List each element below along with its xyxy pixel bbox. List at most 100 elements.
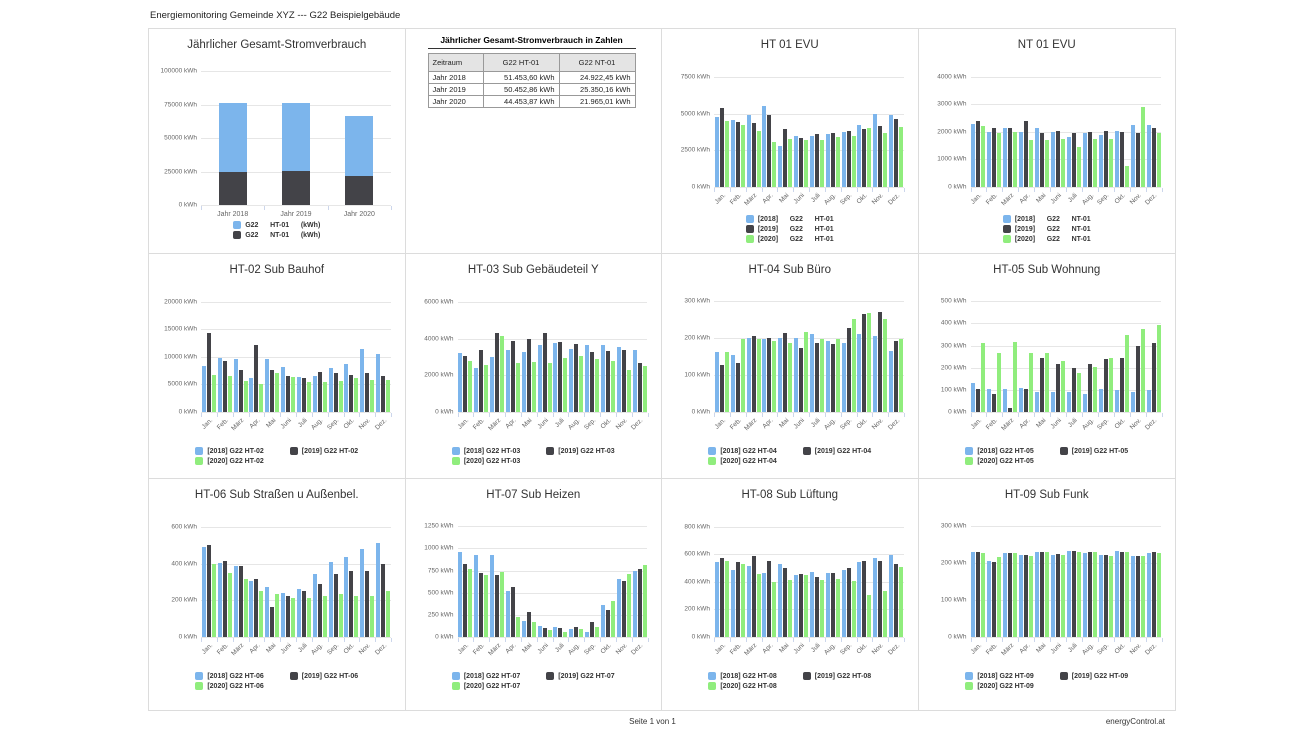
bar xyxy=(579,629,584,637)
axis-tick xyxy=(745,638,747,642)
bar xyxy=(1056,554,1061,637)
bar xyxy=(756,574,761,637)
bar xyxy=(542,627,547,637)
x-axis-label: Feb. xyxy=(728,417,743,432)
axis-tick xyxy=(536,638,538,642)
legend-swatch xyxy=(451,672,460,680)
y-axis-label: 0 kWh xyxy=(178,408,197,416)
legend-label: [2019] G22 HT-04 xyxy=(814,447,872,455)
gridline xyxy=(714,609,904,611)
bar xyxy=(365,372,370,412)
bar xyxy=(883,319,888,412)
gridline xyxy=(201,412,391,413)
bar xyxy=(819,140,824,187)
bar xyxy=(762,106,767,187)
bar xyxy=(1130,392,1135,412)
bar xyxy=(281,367,286,412)
x-axis-label: Mai xyxy=(264,642,278,655)
bar xyxy=(772,341,777,412)
bar xyxy=(1061,360,1066,412)
legend-item: [2020] G22 HT-02 xyxy=(195,457,264,465)
bar xyxy=(1066,137,1071,187)
bar xyxy=(783,129,788,187)
table-cell-year: Jahr 2019 xyxy=(427,83,484,96)
summary-table: Zeitraum G22 HT-01 G22 NT-01 Jahr 2018 5… xyxy=(427,53,636,108)
bar xyxy=(537,344,542,412)
x-axis-label: Mai xyxy=(777,417,791,430)
legend-label: [2018] G22 HT-05 xyxy=(977,447,1034,455)
axis-tick xyxy=(343,413,345,417)
bar xyxy=(468,361,473,412)
axis-tick xyxy=(745,413,747,417)
axis-tick xyxy=(201,638,202,642)
axis-tick xyxy=(761,188,763,192)
axis-tick xyxy=(311,638,313,642)
bar xyxy=(1024,555,1029,637)
axis-tick xyxy=(745,188,747,192)
bar xyxy=(569,629,574,637)
bar xyxy=(1108,138,1113,187)
chart-title: HT-02 Sub Bauhof xyxy=(229,264,325,276)
axis-tick xyxy=(888,413,890,417)
legend-swatch xyxy=(289,672,298,680)
bar xyxy=(286,376,291,412)
x-axis-label: März xyxy=(486,642,503,658)
legend-swatch xyxy=(745,215,754,223)
axis-tick xyxy=(1097,638,1099,642)
y-axis-label: 200 kWh xyxy=(684,605,710,613)
bar xyxy=(1156,133,1161,187)
plot-area: 0 kWh 2000 kWh 4000 kWh 6000 kWh Jan. Feb. Mär… xyxy=(424,288,649,432)
bar xyxy=(1003,553,1008,637)
gridline xyxy=(457,338,647,340)
bar xyxy=(500,335,505,412)
bar xyxy=(1140,328,1145,412)
x-axis-label: Sep. xyxy=(1096,642,1111,657)
bar xyxy=(1008,127,1013,187)
bar xyxy=(857,333,862,412)
legend-item: [2020] G22 NT-01 xyxy=(1002,235,1091,243)
bar xyxy=(997,352,1002,412)
bar xyxy=(862,560,867,637)
x-axis-label: Feb. xyxy=(215,417,230,432)
gridline xyxy=(457,548,647,550)
y-axis-label: 3000 kWh xyxy=(937,100,967,108)
axis-tick xyxy=(631,638,633,642)
bar xyxy=(1071,133,1076,187)
x-axis-label: Dez. xyxy=(886,192,902,207)
y-axis-label: 2000 kWh xyxy=(937,128,967,136)
bar xyxy=(746,115,751,187)
bar xyxy=(735,121,740,187)
axis-tick xyxy=(280,638,282,642)
y-axis-label: 500 kWh xyxy=(940,297,967,305)
chart-nt01-evu: NT 01 EVU 0 kWh 1000 kWh 2000 kWh 3000 kWh 40… xyxy=(918,29,1175,254)
bar xyxy=(1013,552,1018,637)
x-axis-label: Nov. xyxy=(871,417,886,432)
bar xyxy=(767,337,772,412)
legend-item: [2018] G22 HT-05 xyxy=(965,447,1034,455)
x-axis-label: Okt. xyxy=(599,417,613,431)
bar xyxy=(474,554,479,637)
legend-item: [2020] G22 HT-01 xyxy=(745,235,834,243)
bar xyxy=(490,554,495,637)
bar xyxy=(740,125,745,187)
y-axis-label: 250 kWh xyxy=(427,611,454,619)
bar xyxy=(521,621,526,637)
y-axis-label: 400 kWh xyxy=(171,560,197,568)
bar xyxy=(569,348,574,412)
x-axis-label: Apr. xyxy=(248,642,262,656)
plot-area: 0 kWh 250 kWh 500 kWh 750 kWh 1000 kWh 1250 k… xyxy=(424,513,649,657)
bar xyxy=(899,126,904,187)
bar xyxy=(981,552,986,637)
bar xyxy=(1114,130,1119,187)
bar xyxy=(809,135,814,187)
bar xyxy=(1130,555,1135,637)
x-axis-label: Nov. xyxy=(614,642,629,657)
gridline xyxy=(714,637,904,638)
bar xyxy=(756,131,761,187)
bar xyxy=(349,570,354,637)
axis-tick xyxy=(359,638,361,642)
bar xyxy=(730,570,735,637)
bar xyxy=(1119,357,1124,412)
legend: [2018] G22 HT-08 [2019] G22 HT-08 [2020] G… xyxy=(662,672,918,690)
bar xyxy=(746,566,751,637)
